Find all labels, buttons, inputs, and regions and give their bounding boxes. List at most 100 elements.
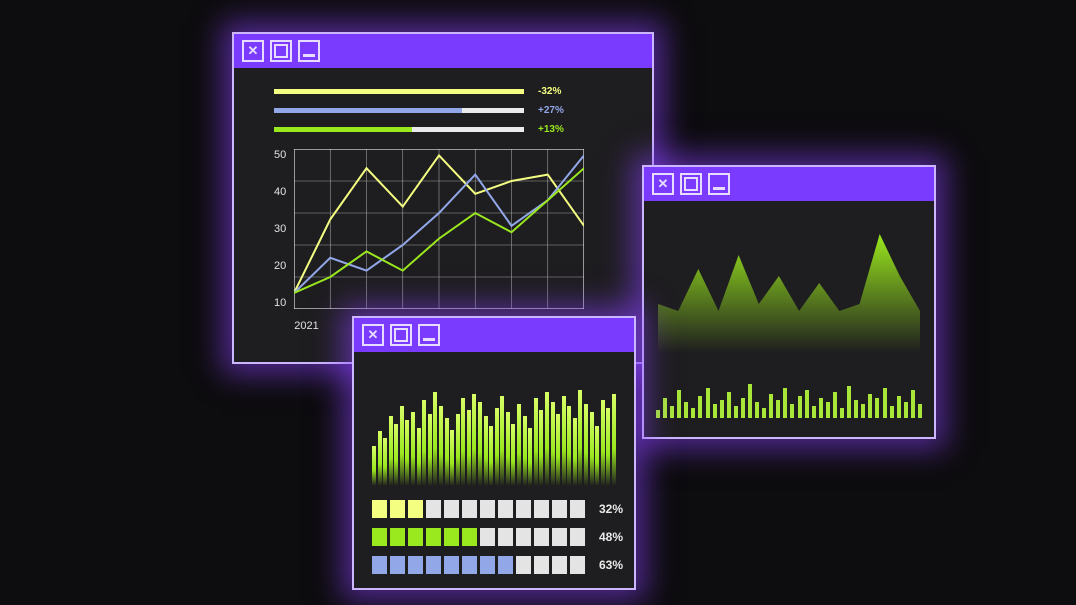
segment-bar: 32% [372,500,616,518]
mini-bar [677,390,681,418]
progress-bar: +13% [274,124,624,135]
eq-bar [595,426,599,486]
eq-bar [400,406,404,486]
titlebar[interactable] [354,318,634,352]
eq-bar [445,418,449,486]
segment [570,528,585,546]
segment [498,556,513,574]
eq-bar [562,396,566,486]
y-axis: 1020304050 [274,149,294,309]
minimize-icon[interactable] [418,324,440,346]
eq-bar [372,446,376,486]
eq-bar [461,398,465,486]
progress-label: -32% [538,86,561,97]
close-icon[interactable] [652,173,674,195]
mini-bar [741,398,745,418]
minimize-icon[interactable] [708,173,730,195]
eq-bar [556,414,560,486]
close-icon[interactable] [242,40,264,62]
eq-bar [606,408,610,486]
segment [390,556,405,574]
eq-bar [612,394,616,486]
eq-bar [551,402,555,486]
mini-bar [904,402,908,418]
eq-bar [545,392,549,486]
eq-bar [601,400,605,486]
segment [372,528,387,546]
eq-bar [439,406,443,486]
segment [498,500,513,518]
eq-bar [500,396,504,486]
eq-bar [584,404,588,486]
page: { "colors": { "page_bg": "#0d0c0e", "win… [0,0,1076,605]
eq-bar [506,412,510,486]
segment [408,500,423,518]
segment-bar-group: 32%48%63% [372,500,616,574]
eq-bar [394,424,398,486]
segment [516,528,531,546]
window-line-chart: -32%+27%+13% 1020304050 2021202220232024… [232,32,654,364]
maximize-icon[interactable] [390,324,412,346]
progress-label: +13% [538,124,564,135]
mini-bar [713,404,717,418]
mini-bar [890,406,894,418]
eq-bar [489,426,493,486]
eq-bar [378,431,382,486]
equalizer-chart [372,366,616,486]
window-area-chart [642,165,936,439]
mini-bar [734,406,738,418]
mini-bar [698,396,702,418]
segment [444,556,459,574]
eq-bar [567,406,571,486]
segment-label: 63% [599,558,623,572]
eq-bar [478,402,482,486]
segment [516,500,531,518]
y-tick-label: 40 [274,186,286,198]
close-icon[interactable] [362,324,384,346]
minimize-icon[interactable] [298,40,320,62]
progress-bar-group: -32%+27%+13% [274,86,624,135]
eq-bar [389,416,393,486]
mini-bar [790,404,794,418]
mini-bar [769,394,773,418]
titlebar[interactable] [644,167,934,201]
maximize-icon[interactable] [680,173,702,195]
eq-bar [433,392,437,486]
segment-label: 48% [599,530,623,544]
mini-bar [663,398,667,418]
x-tick-label: 2021 [294,320,318,332]
segment-bar: 48% [372,528,616,546]
mini-bar [911,390,915,418]
eq-bar [539,410,543,486]
titlebar[interactable] [234,34,652,68]
mini-bar [748,384,752,418]
eq-bar [534,398,538,486]
mini-bar [720,400,724,418]
mini-bar [854,400,858,418]
mini-bar [798,396,802,418]
y-tick-label: 10 [274,297,286,309]
eq-bar [495,408,499,486]
segment [426,556,441,574]
segment [372,500,387,518]
mini-bar [840,408,844,418]
segment [462,500,477,518]
mini-bar [805,390,809,418]
y-tick-label: 50 [274,149,286,161]
mini-bar [868,394,872,418]
eq-bar [528,428,532,486]
segment [480,500,495,518]
eq-bar [450,430,454,486]
area-chart [656,213,922,353]
segment [372,556,387,574]
segment [570,556,585,574]
mini-bar [762,408,766,418]
mini-bar [897,396,901,418]
eq-bar [590,412,594,486]
segment [552,556,567,574]
mini-bar [670,406,674,418]
eq-bar [573,418,577,486]
segment [390,500,405,518]
maximize-icon[interactable] [270,40,292,62]
segment [408,528,423,546]
